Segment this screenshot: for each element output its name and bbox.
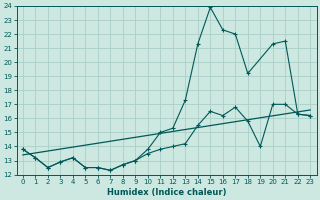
- X-axis label: Humidex (Indice chaleur): Humidex (Indice chaleur): [107, 188, 226, 197]
